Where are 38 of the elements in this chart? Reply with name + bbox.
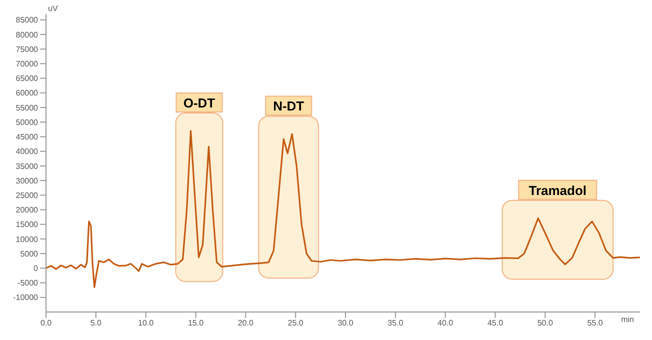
x-tick-label: 45.0 xyxy=(487,318,504,328)
y-tick-label: 30000 xyxy=(16,176,39,186)
y-tick-label: 25000 xyxy=(16,190,39,200)
y-tick-label: 45000 xyxy=(16,132,39,142)
x-tick-label: 55.0 xyxy=(587,318,604,328)
x-tick-label: 30.0 xyxy=(338,318,354,328)
x-tick-label: 15.0 xyxy=(188,318,204,328)
x-tick-label: 25.0 xyxy=(288,318,304,328)
y-tick-label: 70000 xyxy=(16,60,39,69)
y-tick-label: 55000 xyxy=(16,103,39,112)
x-tick-label: 35.0 xyxy=(388,318,404,328)
band-label: Tramadol xyxy=(528,182,587,198)
y-tick-label: 75000 xyxy=(16,44,39,54)
y-tick-label: 10000 xyxy=(16,234,39,244)
y-tick-label: 35000 xyxy=(16,162,39,171)
y-tick-label: 65000 xyxy=(16,74,39,84)
y-tick-label: 50000 xyxy=(16,118,39,127)
x-axis-title: min xyxy=(621,315,634,324)
x-tick-label: 20.0 xyxy=(238,318,254,328)
x-tick-label: 10.0 xyxy=(138,318,154,328)
band-label: N-DT xyxy=(273,98,304,114)
x-tick-label: 0.0 xyxy=(40,318,52,328)
y-tick-label: 0 xyxy=(34,264,39,274)
x-tick-label: 5.0 xyxy=(90,318,102,328)
y-tick-label: 15000 xyxy=(16,220,39,230)
x-tick-label: 50.0 xyxy=(537,318,554,328)
y-axis-title: uV xyxy=(48,4,58,13)
y-tick-label: 40000 xyxy=(16,147,39,156)
line-series xyxy=(46,130,640,288)
y-tick-label: 60000 xyxy=(16,88,39,98)
band-label: O-DT xyxy=(183,95,216,110)
y-tick-label: 5000 xyxy=(20,249,39,258)
y-tick-label: -5000 xyxy=(18,278,39,288)
y-tick-label: 20000 xyxy=(16,206,39,215)
x-tick-label: 40.0 xyxy=(438,318,454,328)
y-tick-label: 85000 xyxy=(16,16,39,25)
y-tick-label: -10000 xyxy=(13,293,39,302)
y-tick-label: 80000 xyxy=(16,30,39,40)
